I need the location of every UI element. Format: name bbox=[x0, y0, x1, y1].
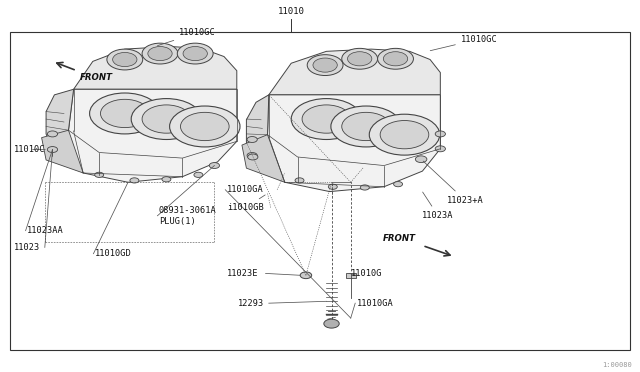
Circle shape bbox=[247, 153, 257, 158]
Circle shape bbox=[394, 182, 403, 187]
Text: 11010GA: 11010GA bbox=[357, 299, 394, 308]
Circle shape bbox=[369, 114, 440, 155]
Text: 11010GC: 11010GC bbox=[157, 28, 216, 46]
Circle shape bbox=[302, 105, 351, 133]
Text: 11010G: 11010G bbox=[351, 269, 382, 278]
Text: 11010: 11010 bbox=[278, 7, 305, 16]
Text: 11010GD: 11010GD bbox=[95, 249, 131, 258]
Text: 1:00080: 1:00080 bbox=[603, 362, 632, 368]
Circle shape bbox=[342, 48, 378, 69]
Text: FRONT: FRONT bbox=[383, 234, 416, 243]
Text: 11023: 11023 bbox=[14, 243, 40, 252]
Circle shape bbox=[331, 106, 401, 147]
Circle shape bbox=[342, 112, 390, 141]
Circle shape bbox=[177, 43, 213, 64]
Circle shape bbox=[142, 43, 178, 64]
Circle shape bbox=[180, 112, 229, 141]
Circle shape bbox=[183, 46, 207, 61]
Polygon shape bbox=[246, 95, 269, 164]
Circle shape bbox=[148, 46, 172, 61]
Text: 12293: 12293 bbox=[238, 299, 264, 308]
Text: PLUG(1): PLUG(1) bbox=[159, 217, 195, 226]
Bar bbox=[346, 273, 356, 278]
Polygon shape bbox=[268, 95, 440, 192]
Circle shape bbox=[300, 272, 312, 279]
Text: 11023AA: 11023AA bbox=[27, 226, 63, 235]
Circle shape bbox=[360, 185, 369, 190]
Circle shape bbox=[328, 184, 337, 189]
Circle shape bbox=[248, 154, 258, 160]
Circle shape bbox=[47, 131, 58, 137]
Circle shape bbox=[324, 319, 339, 328]
Circle shape bbox=[113, 52, 137, 67]
Circle shape bbox=[380, 121, 429, 149]
Polygon shape bbox=[46, 89, 74, 156]
Circle shape bbox=[313, 58, 337, 72]
Circle shape bbox=[383, 52, 408, 66]
Text: i1010GB: i1010GB bbox=[227, 195, 265, 212]
Polygon shape bbox=[67, 89, 237, 182]
Circle shape bbox=[162, 177, 171, 182]
Polygon shape bbox=[74, 46, 237, 89]
Circle shape bbox=[95, 172, 104, 177]
Circle shape bbox=[130, 178, 139, 183]
Text: 11010GA: 11010GA bbox=[227, 185, 264, 194]
Text: 11023E: 11023E bbox=[227, 269, 259, 278]
Text: 11010GC: 11010GC bbox=[430, 35, 497, 51]
Circle shape bbox=[295, 178, 304, 183]
Circle shape bbox=[435, 131, 445, 137]
Circle shape bbox=[307, 55, 343, 76]
Circle shape bbox=[142, 105, 191, 133]
Circle shape bbox=[348, 52, 372, 66]
Polygon shape bbox=[269, 49, 440, 95]
Circle shape bbox=[209, 163, 220, 169]
Circle shape bbox=[435, 146, 445, 152]
Circle shape bbox=[415, 156, 427, 163]
Polygon shape bbox=[42, 130, 83, 173]
Text: 08931-3061A: 08931-3061A bbox=[159, 206, 216, 215]
Bar bbox=[10, 32, 630, 350]
Circle shape bbox=[100, 99, 149, 128]
Text: FRONT: FRONT bbox=[80, 73, 113, 81]
Text: 11010C: 11010C bbox=[14, 145, 45, 154]
Circle shape bbox=[170, 106, 240, 147]
Circle shape bbox=[291, 99, 362, 140]
Circle shape bbox=[247, 137, 257, 142]
Circle shape bbox=[47, 147, 58, 153]
Text: 11023A: 11023A bbox=[422, 192, 454, 220]
Circle shape bbox=[90, 93, 160, 134]
Polygon shape bbox=[242, 135, 285, 182]
Circle shape bbox=[194, 172, 203, 177]
Circle shape bbox=[107, 49, 143, 70]
Text: 11023+A: 11023+A bbox=[423, 161, 483, 205]
Circle shape bbox=[378, 48, 413, 69]
Circle shape bbox=[131, 99, 202, 140]
